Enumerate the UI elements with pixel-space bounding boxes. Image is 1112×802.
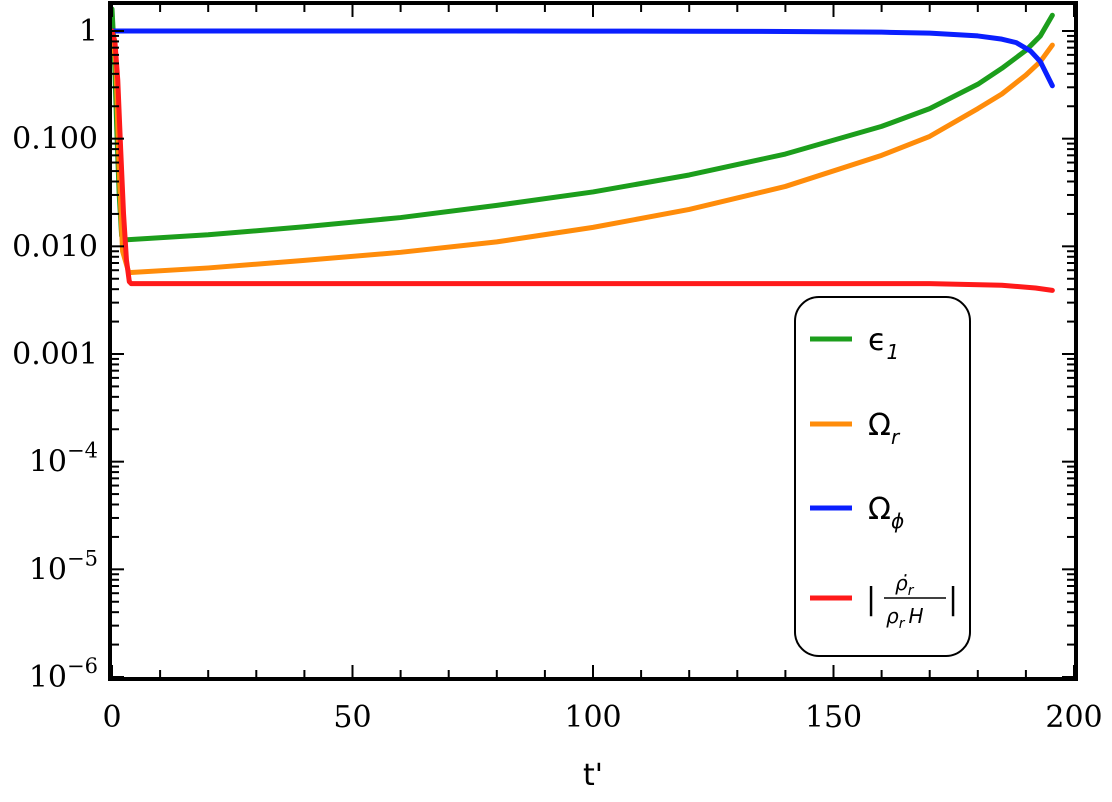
x-tick-label: 150 <box>805 700 862 735</box>
x-tick-label: 200 <box>1045 700 1102 735</box>
abs-bar-left: | <box>866 582 876 617</box>
y-tick-label: 0.001 <box>12 337 98 372</box>
legend-label-1: ϵ1 <box>868 323 899 364</box>
y-tick-label: 1 <box>79 14 98 49</box>
legend: ϵ1 Ωr Ωϕ | ρ̇r ρr H | <box>794 296 971 657</box>
fraction-numerator: ρ̇r <box>895 571 915 599</box>
series-line-2 <box>112 28 1055 276</box>
y-tick-label: 0.100 <box>12 122 98 157</box>
x-tick-label: 0 <box>102 700 121 735</box>
y-tick-label: 10−6 <box>29 654 98 695</box>
legend-label-2: Ωr <box>868 408 901 449</box>
x-axis-title: t' <box>583 758 603 793</box>
y-tick-label: 10−5 <box>29 546 98 587</box>
axis-ticks <box>111 5 1075 678</box>
tick-labels: 0 50 100 150 200 1 0.100 0.010 0.001 10−4 10−5 10−6 <box>12 14 1103 735</box>
series-line-3 <box>112 28 1055 89</box>
x-tick-label: 100 <box>564 700 621 735</box>
x-tick-label: 50 <box>333 700 371 735</box>
plot-lines <box>112 6 1055 293</box>
legend-label-3: Ωϕ <box>868 492 904 533</box>
legend-label-4: | ρ̇r ρr H | <box>866 571 958 632</box>
series-line-4 <box>112 28 1055 293</box>
y-tick-label: 10−4 <box>29 439 98 480</box>
legend-items: ϵ1 Ωr Ωϕ | ρ̇r ρr H | <box>810 323 958 632</box>
series-line-1 <box>112 6 1055 243</box>
abs-bar-right: | <box>948 582 958 617</box>
y-tick-label: 0.010 <box>12 229 98 264</box>
legend-box <box>794 296 971 657</box>
plot-frame <box>108 1 1078 681</box>
fraction-denominator: ρr H <box>886 604 924 632</box>
